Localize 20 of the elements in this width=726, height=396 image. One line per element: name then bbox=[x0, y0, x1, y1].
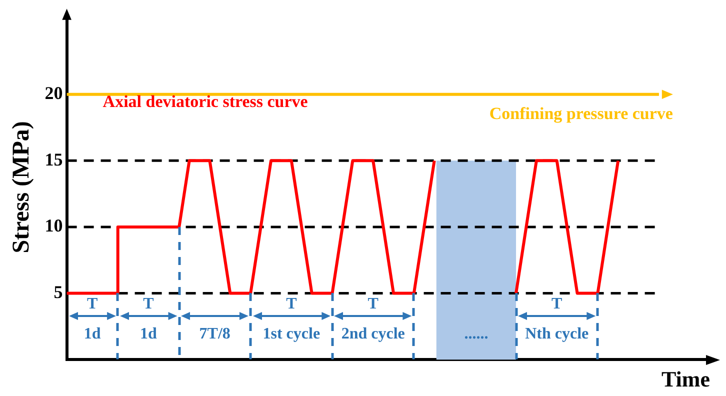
annotation: Nth cycle bbox=[525, 326, 589, 343]
x-axis-title: Time bbox=[662, 366, 710, 392]
annotation: T bbox=[86, 296, 98, 313]
annotation: 1st cycle bbox=[262, 326, 320, 343]
text: Axial deviatoric stress curve bbox=[102, 92, 308, 112]
y-tick-label: 10 bbox=[44, 216, 63, 236]
annotation: ...... bbox=[464, 326, 488, 343]
annotation: 2nd cycle bbox=[341, 326, 405, 343]
annotation: 1d bbox=[84, 326, 101, 343]
annotation: 1d bbox=[140, 326, 158, 343]
annotation: T bbox=[552, 296, 563, 313]
annotation: 7T/8 bbox=[199, 326, 230, 343]
annotation: T bbox=[286, 296, 298, 313]
y-axis-title: Stress (MPa) bbox=[8, 121, 35, 254]
annotation: T bbox=[368, 296, 379, 313]
y-tick-label: 20 bbox=[44, 83, 63, 104]
y-tick-label: 15 bbox=[44, 149, 63, 170]
annotation: T bbox=[143, 296, 154, 313]
legend-label: Confining pressure curve bbox=[489, 104, 674, 123]
y-tick-label: 5 bbox=[54, 282, 63, 302]
